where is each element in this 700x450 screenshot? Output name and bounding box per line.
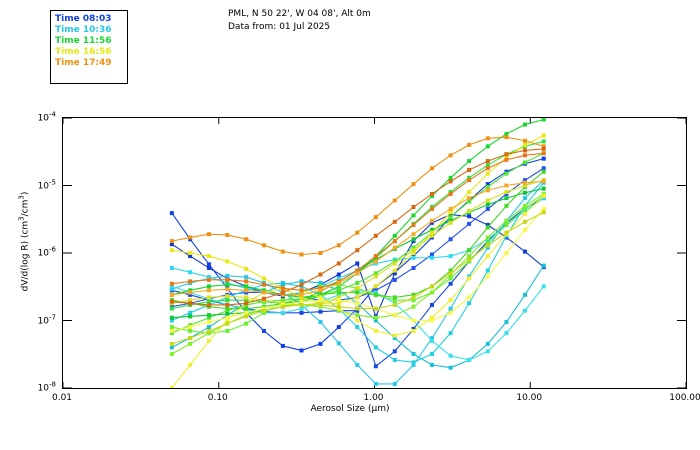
data-series xyxy=(169,133,546,306)
data-series xyxy=(169,135,546,257)
x-tick-label-2: 1.00 xyxy=(363,393,384,403)
y-tick-label-4: 10-4 xyxy=(37,110,56,124)
data-series xyxy=(169,210,546,346)
chart-title-block: PML, N 50 22', W 04 08', Alt 0m Data fro… xyxy=(228,8,371,34)
y-tick-label-1: 10-7 xyxy=(37,313,56,326)
plot-svg xyxy=(63,118,686,388)
y-tick-label-0: 10-8 xyxy=(37,380,56,394)
y-tick-label-3: 10-5 xyxy=(37,178,56,191)
plot-area xyxy=(62,117,687,389)
data-series xyxy=(169,206,546,333)
legend-entry-4: Time 17:49 xyxy=(55,58,112,68)
x-tick-label-4: 100.00 xyxy=(669,393,700,403)
chart-title-location: PML, N 50 22', W 04 08', Alt 0m xyxy=(228,9,371,19)
legend-box: Time 08:03 Time 10:36 Time 11:56 Time 16… xyxy=(50,10,128,84)
data-series xyxy=(169,146,546,307)
x-tick-label-1: 0.10 xyxy=(207,393,228,403)
x-axis-title: Aerosol Size (μm) xyxy=(310,404,390,414)
chart-title-date: Data from: 01 Jul 2025 xyxy=(228,22,331,32)
data-series xyxy=(169,151,546,293)
legend-entry-1: Time 10:36 xyxy=(55,25,112,35)
legend-entry-0: Time 08:03 xyxy=(55,14,112,24)
x-tick-label-0: 0.01 xyxy=(51,393,73,403)
data-series xyxy=(169,179,546,297)
y-tick-label-2: 10-6 xyxy=(37,245,56,259)
data-series xyxy=(169,284,546,362)
x-tick-label-3: 10.00 xyxy=(516,393,543,403)
legend-entry-2: Time 11:56 xyxy=(55,36,112,46)
legend-entry-3: Time 16:56 xyxy=(55,47,112,57)
